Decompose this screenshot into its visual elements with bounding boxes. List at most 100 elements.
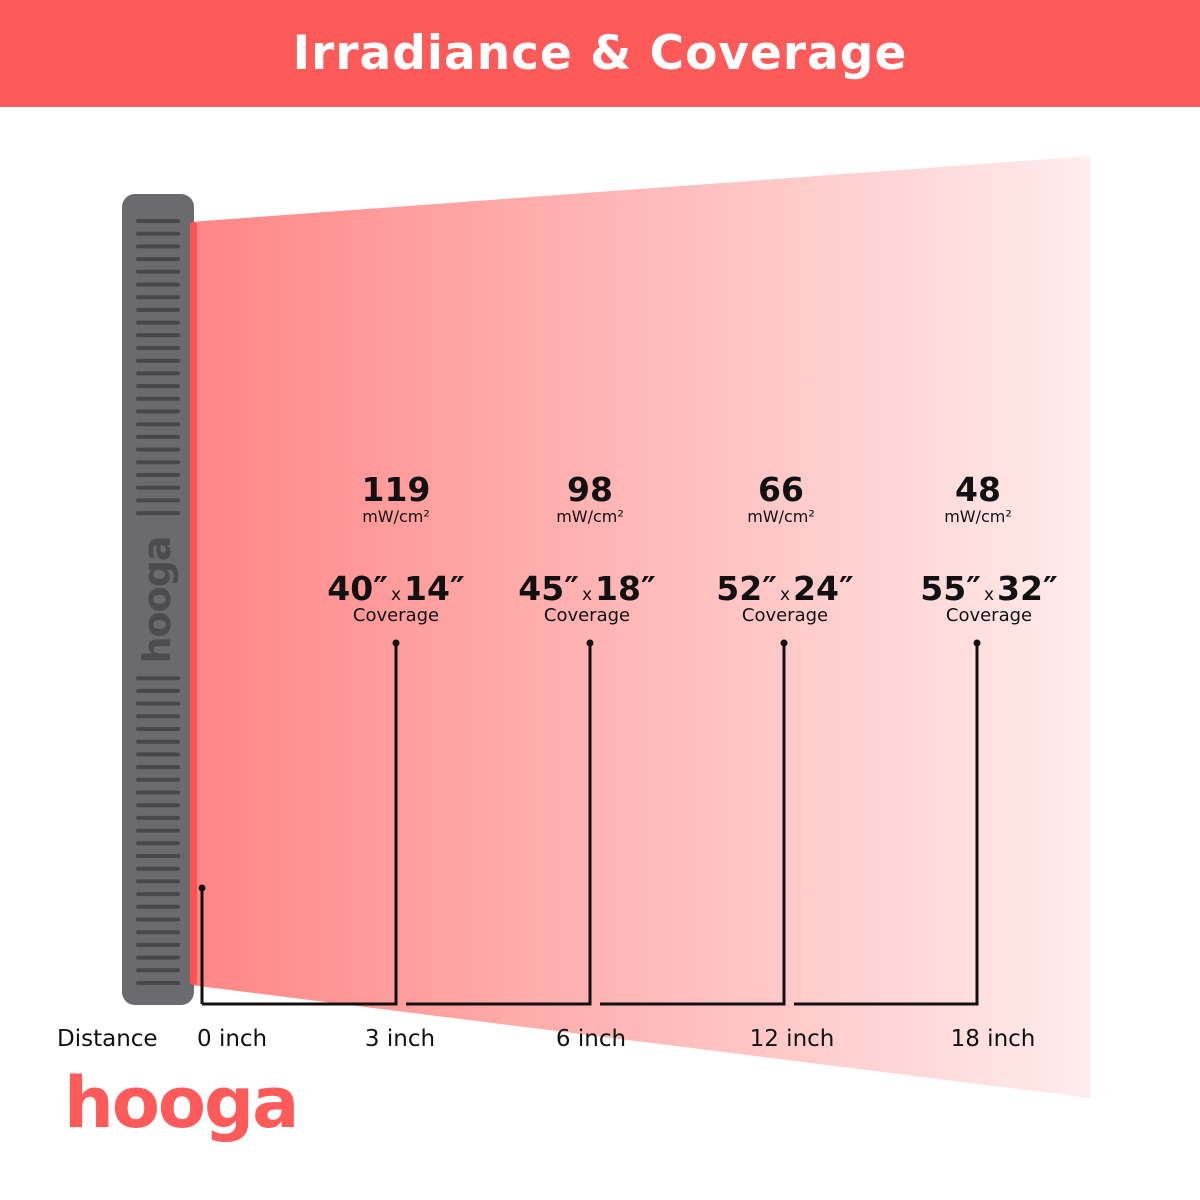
coverage-label: Coverage: [741, 605, 829, 626]
vent-slat: [136, 942, 180, 947]
marker-dot: [973, 639, 981, 647]
vent-slat: [136, 447, 180, 452]
vent-slat: [136, 777, 180, 782]
vent-slat: [136, 739, 180, 744]
point-6in-label: 98 mW/cm²: [556, 473, 624, 525]
vent-slat: [136, 892, 180, 897]
vent-slat: [136, 828, 180, 833]
vent-slat: [136, 422, 180, 427]
vent-slat: [136, 396, 180, 401]
vent-slat: [136, 434, 180, 439]
vent-slat: [136, 295, 180, 300]
coverage-18in: 55″ x32″ Coverage: [920, 572, 1057, 625]
distance-6in: 6 inch: [555, 1026, 627, 1052]
vent-slat: [136, 688, 180, 693]
vent-slat: [136, 498, 180, 503]
vent-slat: [136, 244, 180, 249]
times-sign: x: [779, 585, 791, 605]
vent-slat: [136, 358, 180, 363]
point-3in-label: 119 mW/cm²: [362, 473, 431, 525]
vent-slat: [136, 904, 180, 909]
vent-slat: [136, 714, 180, 719]
vent-slat: [136, 269, 180, 274]
marker-dot: [586, 639, 594, 647]
distance-0in: 0 inch: [197, 1026, 268, 1052]
device-logo: hooga: [135, 536, 179, 664]
vent-slat: [136, 346, 180, 350]
coverage-3in: 40″ x14″ Coverage: [327, 572, 464, 625]
vent-slat: [136, 841, 180, 846]
irradiance-value: 66: [758, 470, 804, 509]
irradiance-value: 98: [567, 470, 613, 509]
distance-3in: 3 inch: [364, 1026, 436, 1052]
vent-slat: [136, 460, 180, 465]
vent-slat: [136, 219, 180, 223]
vent-slat: [136, 879, 180, 884]
device-vent-slats: [136, 219, 180, 985]
vent-slat: [136, 231, 180, 236]
light-beam: [190, 156, 1090, 1098]
vent-slat: [136, 473, 180, 477]
vent-slat: [136, 257, 180, 262]
times-sign: x: [581, 585, 593, 605]
connector-line: [794, 643, 979, 1006]
marker-dot: [780, 639, 788, 647]
point-18in-label: 48 mW/cm²: [944, 473, 1012, 525]
vent-slat: [136, 917, 180, 922]
irradiance-unit: mW/cm²: [362, 507, 430, 526]
times-sign: x: [390, 585, 402, 605]
vent-slat: [136, 727, 180, 731]
vent-slat: [136, 968, 180, 973]
irradiance-unit: mW/cm²: [944, 507, 1012, 526]
device-panel: [122, 194, 194, 1005]
point-12in-label: 66 mW/cm²: [747, 473, 815, 525]
coverage-6in: 45″ x18″ Coverage: [518, 572, 655, 625]
vent-slat: [136, 981, 180, 985]
vent-slat: [136, 955, 180, 960]
coverage-width: 40″: [327, 569, 388, 608]
vent-slat: [136, 854, 180, 858]
vent-slat: [136, 282, 180, 287]
connector-line: [202, 643, 398, 1006]
connector-line: [600, 643, 786, 1006]
irradiance-value: 119: [361, 470, 431, 509]
connector-line: [406, 643, 592, 1006]
times-sign: x: [983, 585, 995, 605]
vent-slat: [136, 866, 180, 871]
coverage-height: 32″: [997, 569, 1058, 608]
coverage-width: 45″: [518, 569, 579, 608]
vent-slat: [136, 701, 180, 706]
distance-12in: 12 inch: [749, 1026, 835, 1052]
coverage-width: 55″: [920, 569, 981, 608]
title-banner: Irradiance & Coverage: [0, 0, 1200, 107]
vent-slat: [136, 676, 180, 681]
irradiance-unit: mW/cm²: [747, 507, 815, 526]
page-title: Irradiance & Coverage: [292, 26, 908, 81]
vent-slat: [136, 409, 180, 414]
vent-slat: [136, 511, 180, 516]
coverage-label: Coverage: [543, 605, 631, 626]
coverage-height: 18″: [595, 569, 656, 608]
coverage-12in: 52″ x24″ Coverage: [716, 572, 853, 625]
brand-logo: hooga: [64, 1062, 299, 1144]
vent-slat: [136, 333, 180, 338]
irradiance-value: 48: [955, 470, 1001, 509]
coverage-label: Coverage: [945, 605, 1033, 626]
vent-slat: [136, 752, 180, 757]
distance-connectors: [198, 639, 981, 1006]
marker-dot: [198, 884, 206, 892]
vent-slat: [136, 485, 180, 490]
emitter-strip: [190, 222, 197, 985]
distance-18in: 18 inch: [950, 1026, 1036, 1052]
vent-slat: [136, 815, 180, 820]
marker-dot: [392, 639, 400, 647]
vent-slat: [136, 930, 180, 935]
vent-slat: [136, 371, 180, 376]
vent-slat: [136, 790, 180, 795]
coverage-width: 52″: [716, 569, 777, 608]
vent-slat: [136, 765, 180, 770]
coverage-label: Coverage: [352, 605, 440, 626]
coverage-height: 24″: [793, 569, 854, 608]
distance-axis-label: Distance: [57, 1026, 158, 1052]
